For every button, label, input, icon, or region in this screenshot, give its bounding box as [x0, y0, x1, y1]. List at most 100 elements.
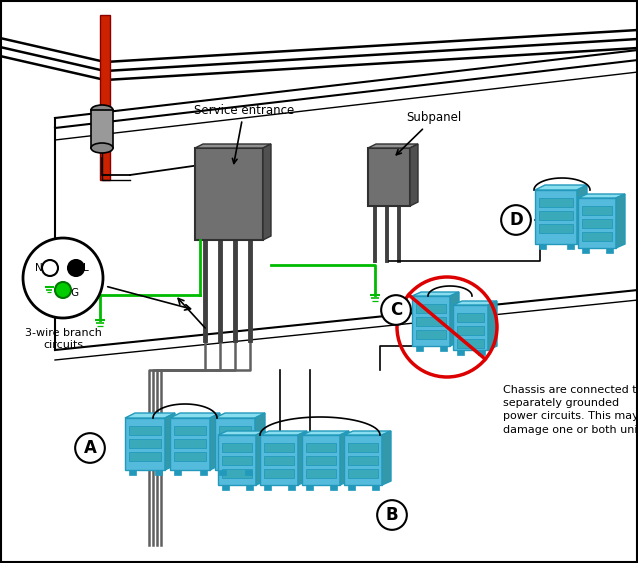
Polygon shape — [264, 469, 294, 478]
Polygon shape — [260, 431, 307, 435]
Polygon shape — [165, 413, 175, 470]
Polygon shape — [582, 248, 589, 253]
Text: C: C — [390, 301, 402, 319]
Text: Service entrance: Service entrance — [194, 104, 294, 163]
Polygon shape — [535, 190, 577, 244]
Polygon shape — [340, 431, 349, 485]
Polygon shape — [260, 435, 298, 485]
Polygon shape — [416, 346, 423, 351]
Polygon shape — [302, 431, 349, 435]
Polygon shape — [264, 485, 271, 490]
Polygon shape — [219, 470, 226, 475]
Circle shape — [68, 260, 84, 276]
Text: D: D — [509, 211, 523, 229]
Polygon shape — [450, 292, 459, 346]
Polygon shape — [606, 248, 613, 253]
Text: Chassis are connected to
separately grounded
power circuits. This may
damage one: Chassis are connected to separately grou… — [503, 385, 638, 435]
Polygon shape — [306, 456, 336, 465]
Polygon shape — [539, 198, 573, 207]
Bar — [100, 15, 110, 180]
Polygon shape — [288, 485, 295, 490]
Polygon shape — [372, 485, 379, 490]
Text: B: B — [386, 506, 398, 524]
Polygon shape — [155, 470, 162, 475]
Polygon shape — [174, 470, 181, 475]
Polygon shape — [215, 413, 265, 418]
Polygon shape — [616, 194, 625, 248]
Ellipse shape — [91, 105, 113, 115]
Polygon shape — [255, 413, 265, 470]
Polygon shape — [174, 452, 206, 461]
Polygon shape — [129, 439, 161, 448]
Polygon shape — [170, 413, 220, 418]
Polygon shape — [478, 350, 485, 355]
Polygon shape — [222, 469, 252, 478]
Polygon shape — [306, 443, 336, 452]
Ellipse shape — [91, 143, 113, 153]
Circle shape — [55, 282, 71, 298]
Polygon shape — [457, 339, 484, 348]
Polygon shape — [348, 485, 355, 490]
Polygon shape — [246, 485, 253, 490]
Polygon shape — [412, 292, 459, 296]
Polygon shape — [218, 435, 256, 485]
Polygon shape — [488, 301, 497, 350]
Polygon shape — [416, 304, 446, 313]
Text: L: L — [83, 263, 89, 273]
Polygon shape — [348, 469, 378, 478]
Polygon shape — [453, 305, 488, 350]
Polygon shape — [219, 426, 251, 435]
Polygon shape — [195, 144, 271, 148]
Polygon shape — [368, 148, 410, 206]
Polygon shape — [344, 435, 382, 485]
Polygon shape — [567, 244, 574, 249]
Polygon shape — [382, 431, 391, 485]
Polygon shape — [453, 301, 497, 305]
Polygon shape — [582, 232, 612, 241]
Polygon shape — [535, 185, 587, 190]
Polygon shape — [416, 330, 446, 339]
Polygon shape — [539, 224, 573, 233]
Polygon shape — [264, 456, 294, 465]
Polygon shape — [215, 418, 255, 470]
Polygon shape — [416, 317, 446, 326]
Polygon shape — [219, 452, 251, 461]
Polygon shape — [218, 431, 265, 435]
Polygon shape — [539, 244, 546, 249]
Circle shape — [23, 238, 103, 318]
Polygon shape — [582, 206, 612, 215]
Polygon shape — [348, 456, 378, 465]
Polygon shape — [578, 198, 616, 248]
Polygon shape — [348, 443, 378, 452]
Polygon shape — [174, 426, 206, 435]
Text: 3-wire branch
circuits: 3-wire branch circuits — [24, 328, 101, 350]
Polygon shape — [578, 194, 625, 198]
Polygon shape — [222, 456, 252, 465]
Polygon shape — [457, 313, 484, 322]
Polygon shape — [263, 144, 271, 240]
Polygon shape — [195, 148, 263, 240]
Polygon shape — [129, 470, 136, 475]
Polygon shape — [125, 413, 175, 418]
Polygon shape — [222, 485, 229, 490]
Text: G: G — [70, 288, 78, 298]
Polygon shape — [368, 144, 418, 148]
Circle shape — [42, 260, 58, 276]
Polygon shape — [582, 219, 612, 228]
Polygon shape — [344, 431, 391, 435]
Polygon shape — [298, 431, 307, 485]
Polygon shape — [210, 413, 220, 470]
Polygon shape — [306, 469, 336, 478]
Polygon shape — [539, 211, 573, 220]
Polygon shape — [457, 326, 484, 335]
Polygon shape — [412, 296, 450, 346]
Text: N: N — [35, 263, 43, 273]
Polygon shape — [170, 418, 210, 470]
Polygon shape — [125, 418, 165, 470]
Polygon shape — [256, 431, 265, 485]
Polygon shape — [245, 470, 252, 475]
Text: Subpanel: Subpanel — [396, 111, 462, 155]
Bar — [91, 110, 113, 148]
Polygon shape — [200, 470, 207, 475]
Polygon shape — [219, 439, 251, 448]
